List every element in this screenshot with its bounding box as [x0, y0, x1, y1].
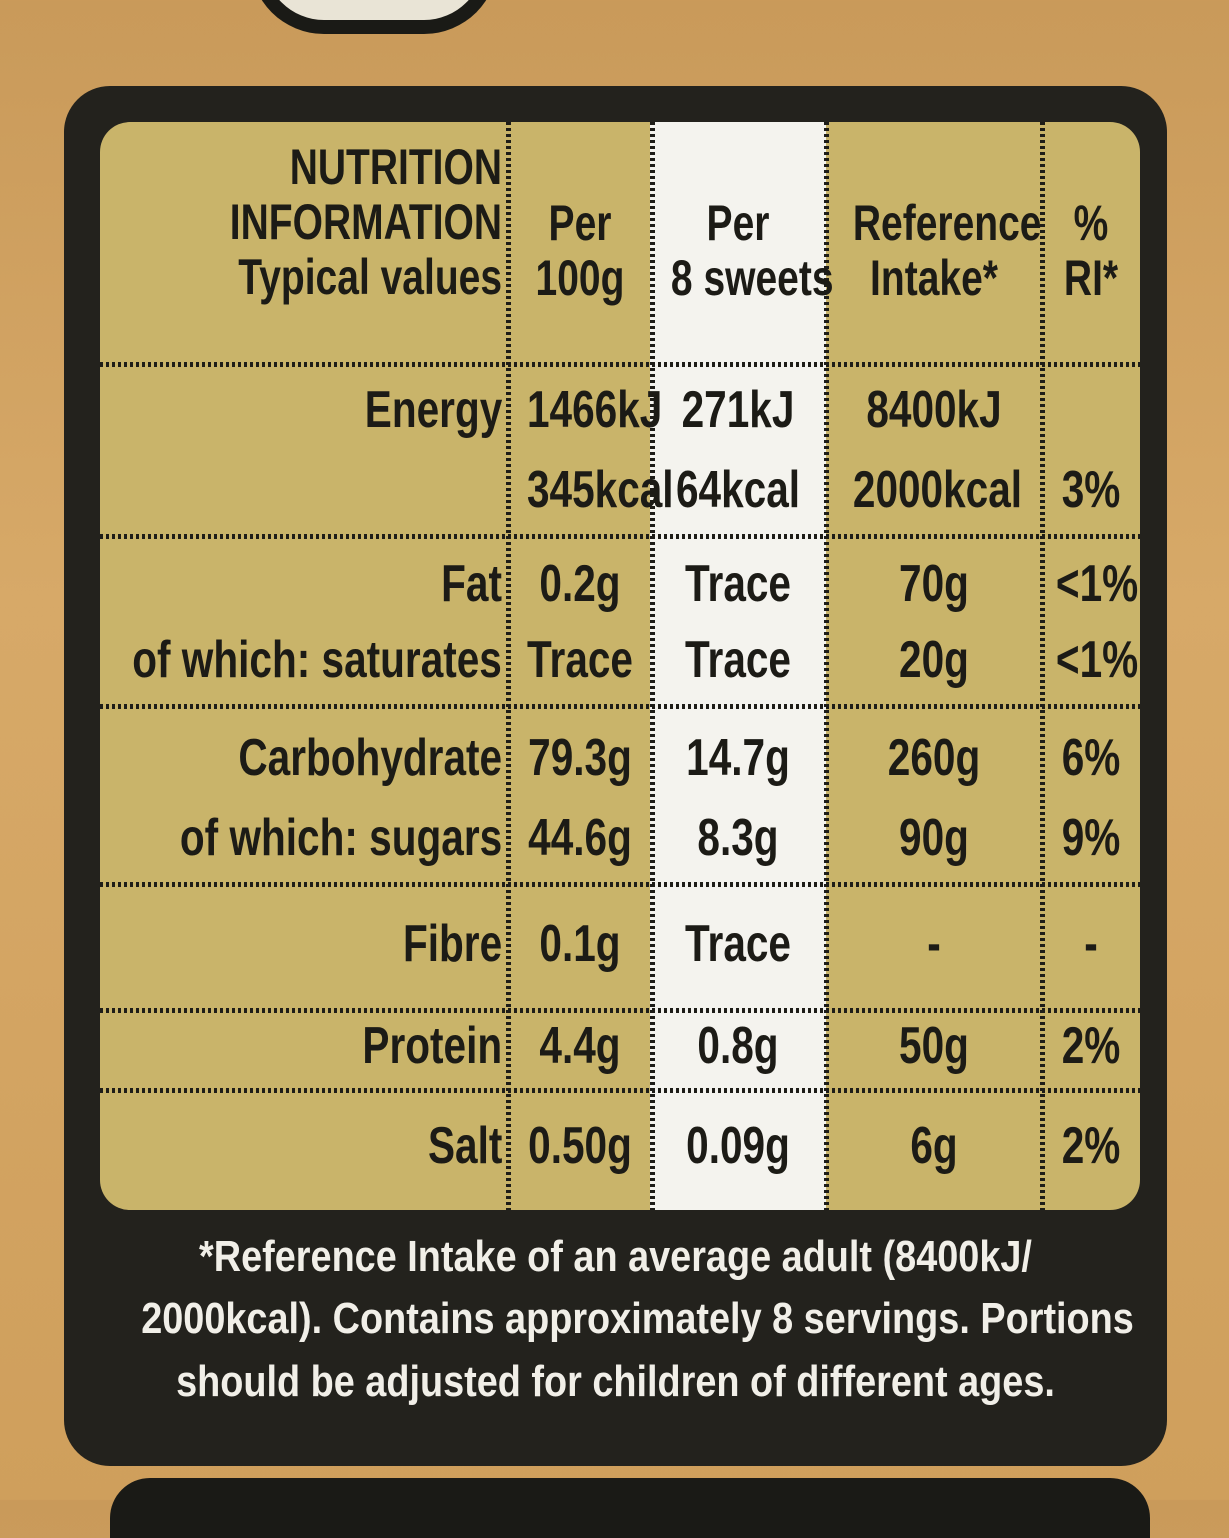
per-100g-value: 44.6g	[528, 809, 632, 867]
per-100g-value: Trace	[526, 631, 633, 689]
reference-intake-footnote: *Reference Intake of an average adult (8…	[64, 1226, 1167, 1413]
reference-intake-value: 6g	[910, 1117, 958, 1175]
reference-intake-value: 260g	[887, 729, 981, 787]
header-line: 100g	[535, 250, 625, 306]
per-100g-value: 345kcal	[526, 461, 674, 519]
row-divider	[100, 1088, 1140, 1093]
percent-ri-value: <1%	[1055, 631, 1139, 689]
row-label: Energy	[364, 381, 502, 439]
percent-ri-value: 2%	[1061, 1117, 1121, 1175]
row-label: of which: sugars	[179, 809, 502, 867]
reference-intake-value: 2000kcal	[852, 461, 1023, 519]
header-title: NUTRITION INFORMATION Typical values	[230, 140, 502, 305]
row-label: Carbohydrate	[238, 729, 502, 787]
row-divider	[100, 1008, 1140, 1013]
reference-intake-value: 70g	[899, 555, 969, 613]
per-serving-value: Trace	[684, 631, 791, 689]
header-line: Per	[706, 195, 770, 251]
per-serving-value: 14.7g	[686, 729, 790, 787]
reference-intake-value: 90g	[899, 809, 969, 867]
per-100g-value: 1466kJ	[526, 381, 663, 439]
per-100g-value: 79.3g	[528, 729, 632, 787]
per-serving-value: Trace	[684, 915, 791, 973]
row-divider	[100, 534, 1140, 539]
header-line: 8 sweets	[670, 250, 834, 306]
per-100g-value: 4.4g	[539, 1017, 621, 1075]
package-top-decoration	[250, 0, 498, 34]
nutrition-panel: NUTRITION INFORMATION Typical values Per…	[64, 86, 1167, 1466]
header-line: Intake*	[870, 250, 998, 306]
row-divider	[100, 362, 1140, 367]
header-reference-intake: Reference Intake*	[852, 195, 1042, 306]
percent-ri-value: <1%	[1055, 555, 1139, 613]
percent-ri-value: 2%	[1061, 1017, 1121, 1075]
per-100g-value: 0.2g	[539, 555, 621, 613]
reference-intake-value: 8400kJ	[866, 381, 1002, 439]
percent-ri-value: -	[1084, 915, 1098, 973]
footnote-line: 2000kcal). Contains approximately 8 serv…	[141, 1294, 1134, 1344]
header-line: Reference	[852, 195, 1042, 251]
per-serving-column	[650, 122, 826, 1210]
reference-intake-value: 20g	[899, 631, 969, 689]
header-line: RI*	[1063, 250, 1119, 306]
row-label: of which: saturates	[132, 631, 502, 689]
per-100g-value: 0.50g	[528, 1117, 632, 1175]
reference-intake-value: -	[927, 915, 941, 973]
reference-intake-value: 50g	[899, 1017, 969, 1075]
footnote-line: *Reference Intake of an average adult (8…	[199, 1232, 1032, 1281]
title-line: INFORMATION	[229, 194, 502, 250]
row-label: Salt	[427, 1117, 502, 1175]
header-line: Per	[548, 195, 612, 251]
per-serving-value: 8.3g	[697, 809, 779, 867]
per-100g-value: 0.1g	[539, 915, 621, 973]
row-label: Protein	[362, 1017, 502, 1075]
column-divider	[506, 122, 511, 1210]
header-percent-ri: % RI*	[1056, 196, 1126, 306]
percent-ri-value: 6%	[1061, 729, 1121, 787]
header-line: %	[1073, 195, 1109, 251]
per-serving-value: 64kcal	[675, 461, 801, 519]
row-divider	[100, 882, 1140, 887]
header-per-100g: Per 100g	[527, 196, 633, 306]
per-serving-value: 0.8g	[697, 1017, 779, 1075]
nutrition-table: NUTRITION INFORMATION Typical values Per…	[100, 122, 1140, 1210]
per-serving-value: 271kJ	[681, 381, 795, 439]
row-label: Fibre	[402, 915, 502, 973]
title-line: Typical values	[238, 249, 502, 305]
row-divider	[100, 704, 1140, 709]
per-serving-value: 0.09g	[686, 1117, 790, 1175]
package-bottom-decoration	[110, 1478, 1150, 1538]
percent-ri-value: 9%	[1061, 809, 1121, 867]
column-divider	[824, 122, 829, 1210]
column-divider	[650, 122, 655, 1210]
column-divider	[1040, 122, 1045, 1210]
footnote-line: should be adjusted for children of diffe…	[176, 1356, 1055, 1406]
percent-ri-value: 3%	[1061, 461, 1121, 519]
title-line: NUTRITION	[289, 139, 502, 195]
per-serving-value: Trace	[684, 555, 791, 613]
row-label: Fat	[441, 555, 502, 613]
header-per-serving: Per 8 sweets	[670, 195, 834, 306]
